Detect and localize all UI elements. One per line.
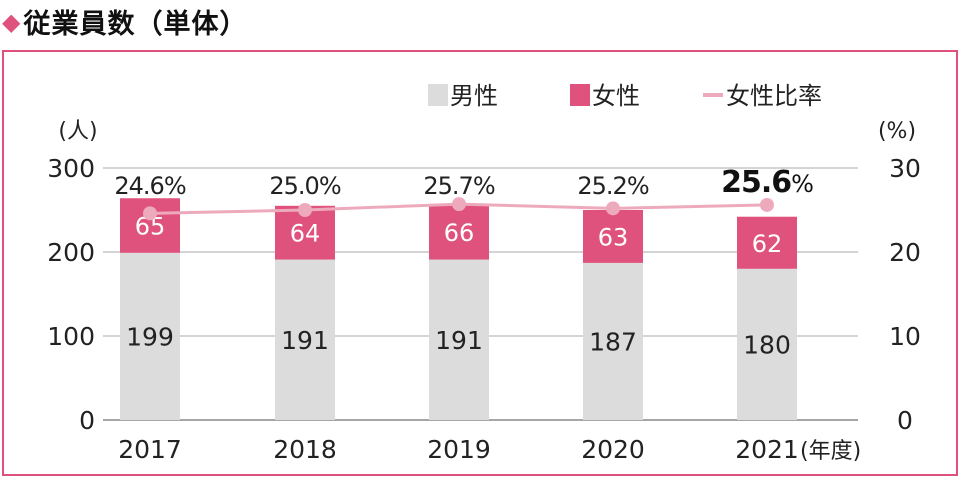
left-tick-label: 300 [47, 154, 95, 183]
bar-female [737, 216, 797, 269]
left-axis-label: (人) [58, 119, 97, 144]
bar-male [275, 259, 335, 420]
ratio-label: 25.2% [577, 172, 648, 200]
x-unit-label: (年度) [800, 439, 861, 464]
x-tick-label: 2020 [581, 435, 645, 464]
ratio-label: 24.6% [114, 172, 185, 200]
ratio-label: 25.6% [721, 165, 813, 200]
right-tick-label: 10 [889, 322, 921, 351]
title-text: 従業員数（単体） [23, 9, 248, 40]
chart-frame [2, 50, 958, 476]
legend-swatch-male [428, 84, 448, 106]
right-tick-label: 20 [889, 238, 921, 267]
ratio-point [760, 197, 774, 212]
male-value-label: 199 [126, 322, 174, 351]
section-title: ◆ 従業員数（単体） [2, 2, 247, 41]
bar-female [429, 204, 489, 260]
male-value-label: 191 [281, 326, 329, 355]
left-tick-label: 0 [79, 406, 95, 435]
male-value-label: 187 [589, 327, 637, 356]
x-tick-label: 2018 [273, 435, 337, 464]
ratio-point [452, 197, 466, 212]
legend-swatch-female [570, 84, 590, 106]
right-axis-label: (%) [878, 119, 916, 144]
legend-label-female: 女性 [592, 82, 640, 110]
bar-male [429, 259, 489, 420]
legend-label-male: 男性 [450, 82, 498, 110]
x-tick-label: 2021 [735, 435, 799, 464]
left-tick-label: 100 [47, 322, 95, 351]
bar-female [583, 210, 643, 263]
female-value-label: 64 [290, 220, 321, 248]
bar-male [737, 268, 797, 420]
ratio-label: 25.0% [269, 172, 340, 200]
bar-male [583, 262, 643, 420]
female-value-label: 66 [444, 219, 475, 247]
ratio-point [298, 203, 312, 217]
male-value-label: 180 [743, 330, 791, 359]
ratio-label: 25.7% [423, 172, 494, 200]
female-value-label: 62 [752, 230, 783, 258]
ratio-label-suffix: % [791, 170, 813, 198]
ratio-point [606, 201, 620, 216]
right-tick-label: 0 [897, 406, 913, 435]
male-value-label: 191 [435, 326, 483, 355]
female-value-label: 63 [598, 223, 629, 251]
bar-male [120, 252, 180, 420]
left-tick-label: 200 [47, 238, 95, 267]
legend-label-ratio: 女性比率 [726, 82, 822, 110]
diamond-icon: ◆ [2, 7, 22, 36]
ratio-point [143, 206, 157, 221]
right-tick-label: 30 [889, 154, 921, 183]
x-tick-label: 2017 [118, 435, 182, 464]
x-tick-label: 2019 [427, 435, 491, 464]
